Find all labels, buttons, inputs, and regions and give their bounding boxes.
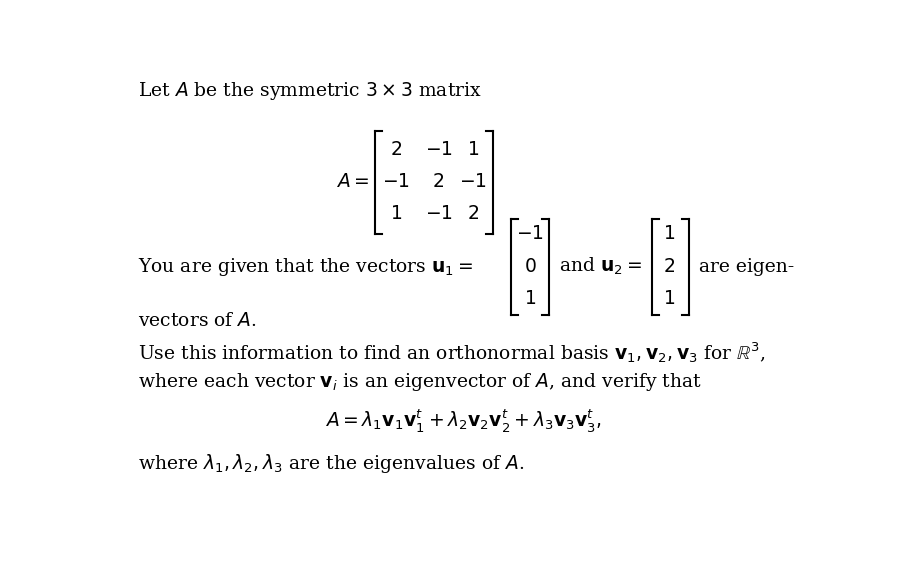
Text: vectors of $A$.: vectors of $A$. — [137, 312, 256, 329]
Text: You are given that the vectors $\mathbf{u}_1 = $: You are given that the vectors $\mathbf{… — [137, 256, 472, 278]
Text: $-1$: $-1$ — [424, 141, 452, 159]
Text: where each vector $\mathbf{v}_i$ is an eigenvector of $A$, and verify that: where each vector $\mathbf{v}_i$ is an e… — [137, 371, 701, 393]
Text: $1$: $1$ — [467, 141, 479, 159]
Text: $-1$: $-1$ — [382, 173, 409, 191]
Text: $1$: $1$ — [524, 290, 535, 308]
Text: $A = \lambda_1 \mathbf{v}_1 \mathbf{v}_1^t + \lambda_2 \mathbf{v}_2 \mathbf{v}_2: $A = \lambda_1 \mathbf{v}_1 \mathbf{v}_1… — [324, 407, 601, 435]
Text: and $\mathbf{u}_2 = $: and $\mathbf{u}_2 = $ — [558, 256, 641, 278]
Text: $2$: $2$ — [663, 258, 675, 276]
Text: $A = $: $A = $ — [335, 173, 368, 191]
Text: $1$: $1$ — [663, 290, 675, 308]
Text: $2$: $2$ — [389, 141, 402, 159]
Text: Let $A$ be the symmetric $3 \times 3$ matrix: Let $A$ be the symmetric $3 \times 3$ ma… — [137, 80, 481, 102]
Text: $-1$: $-1$ — [459, 173, 487, 191]
Text: $1$: $1$ — [389, 206, 402, 223]
Text: $2$: $2$ — [467, 206, 479, 223]
Text: are eigen-: are eigen- — [698, 258, 793, 276]
Text: $0$: $0$ — [523, 258, 535, 276]
Text: $1$: $1$ — [663, 225, 675, 244]
Text: $-1$: $-1$ — [516, 225, 544, 244]
Text: Use this information to find an orthonormal basis $\mathbf{v}_1, \mathbf{v}_2, \: Use this information to find an orthonor… — [137, 341, 765, 365]
Text: $2$: $2$ — [432, 173, 444, 191]
Text: where $\lambda_1, \lambda_2, \lambda_3$ are the eigenvalues of $A$.: where $\lambda_1, \lambda_2, \lambda_3$ … — [137, 452, 524, 475]
Text: $-1$: $-1$ — [424, 206, 452, 223]
